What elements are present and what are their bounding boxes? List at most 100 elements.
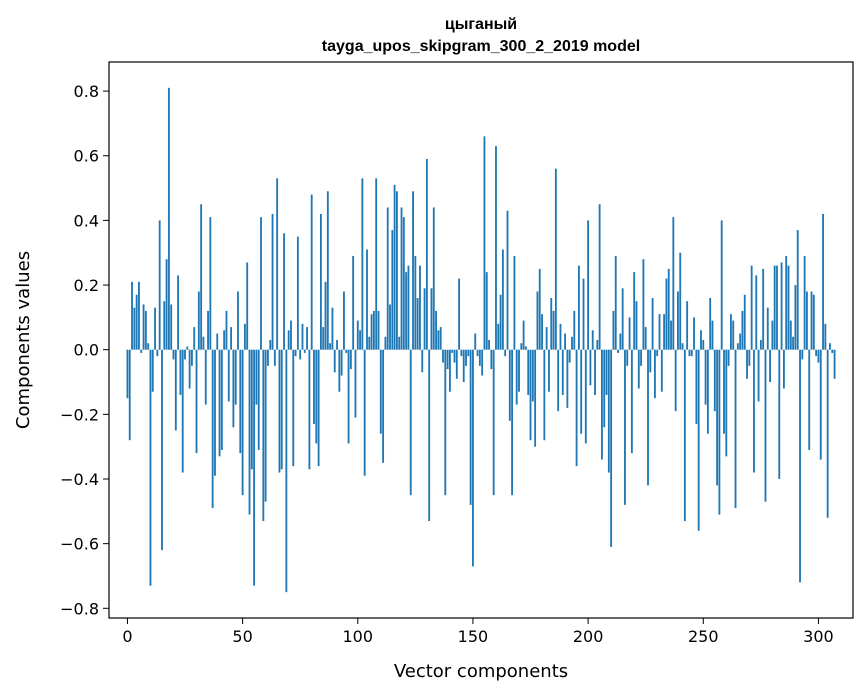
bar	[598, 204, 601, 350]
bar	[267, 349, 269, 366]
bar	[446, 349, 449, 370]
bar	[269, 340, 272, 350]
bar	[366, 249, 368, 350]
bar	[204, 349, 207, 405]
bar	[377, 310, 380, 350]
bar	[402, 217, 405, 350]
bar	[292, 349, 295, 467]
bar	[543, 349, 546, 441]
x-tick-label: 250	[688, 627, 719, 646]
bar	[465, 349, 467, 366]
bar	[697, 349, 700, 531]
bar	[826, 349, 829, 518]
bar	[538, 268, 541, 350]
bar	[349, 349, 352, 370]
bar	[677, 291, 679, 350]
bar	[405, 272, 408, 350]
bar	[720, 220, 723, 350]
bar	[566, 349, 569, 408]
bar	[575, 349, 578, 467]
bar	[753, 349, 755, 473]
bar	[306, 327, 309, 350]
bar	[211, 349, 214, 509]
bar	[683, 349, 686, 522]
bar	[322, 327, 325, 350]
y-tick-label: −0.4	[60, 470, 99, 489]
bar	[810, 291, 813, 350]
bar	[248, 349, 251, 515]
bar	[743, 294, 746, 350]
bar	[723, 349, 725, 434]
bar	[220, 349, 223, 450]
bar	[617, 349, 619, 353]
bar	[596, 340, 599, 350]
bar	[303, 349, 306, 353]
bar	[739, 333, 742, 350]
bar	[531, 349, 534, 402]
y-tick-label: 0.2	[74, 276, 99, 295]
bar	[310, 194, 313, 350]
bar	[829, 343, 831, 350]
bar	[336, 340, 338, 350]
bar	[138, 281, 140, 350]
bar	[709, 297, 712, 350]
bar	[766, 307, 769, 350]
bar	[817, 349, 820, 363]
bar	[340, 349, 343, 376]
bar	[435, 310, 437, 350]
bar	[612, 310, 615, 350]
bar	[202, 336, 205, 350]
bar	[552, 310, 555, 350]
bar	[711, 320, 714, 350]
x-tick-label: 50	[232, 627, 252, 646]
bar	[594, 349, 596, 395]
bar	[506, 210, 509, 350]
bar	[667, 268, 670, 350]
bar	[670, 320, 672, 350]
bar	[762, 268, 765, 350]
bar	[732, 320, 735, 350]
bar	[455, 349, 458, 379]
bar	[520, 343, 523, 350]
bar	[803, 255, 806, 350]
bar	[191, 349, 193, 366]
bar	[200, 204, 203, 350]
bar	[154, 307, 156, 350]
bar	[372, 310, 375, 350]
bar	[209, 217, 212, 350]
bar	[642, 259, 645, 350]
bar	[356, 320, 359, 350]
bar	[582, 278, 585, 350]
bar	[188, 349, 191, 389]
bar	[218, 349, 221, 457]
bar	[649, 349, 652, 373]
bar	[474, 333, 477, 350]
bar	[831, 349, 834, 353]
y-tick-label: 0.0	[74, 341, 99, 360]
bar	[773, 265, 776, 350]
bar	[495, 146, 497, 350]
bar	[280, 349, 283, 470]
bar	[635, 301, 638, 350]
bar	[301, 323, 304, 350]
bar	[384, 336, 387, 350]
bar	[430, 288, 433, 350]
bar	[437, 330, 440, 350]
x-tick-label: 150	[458, 627, 489, 646]
bar	[133, 307, 136, 350]
bar	[499, 294, 502, 350]
bar	[439, 327, 442, 350]
bar	[241, 349, 244, 496]
bar	[172, 349, 175, 360]
bar	[513, 255, 516, 350]
bar	[299, 349, 302, 360]
bar	[812, 294, 815, 350]
bar	[472, 349, 474, 567]
bar	[518, 349, 520, 392]
bar	[329, 343, 332, 350]
bar	[319, 213, 322, 350]
bar	[736, 343, 739, 350]
bar	[568, 349, 571, 363]
bar	[354, 349, 357, 418]
bar	[379, 349, 382, 434]
